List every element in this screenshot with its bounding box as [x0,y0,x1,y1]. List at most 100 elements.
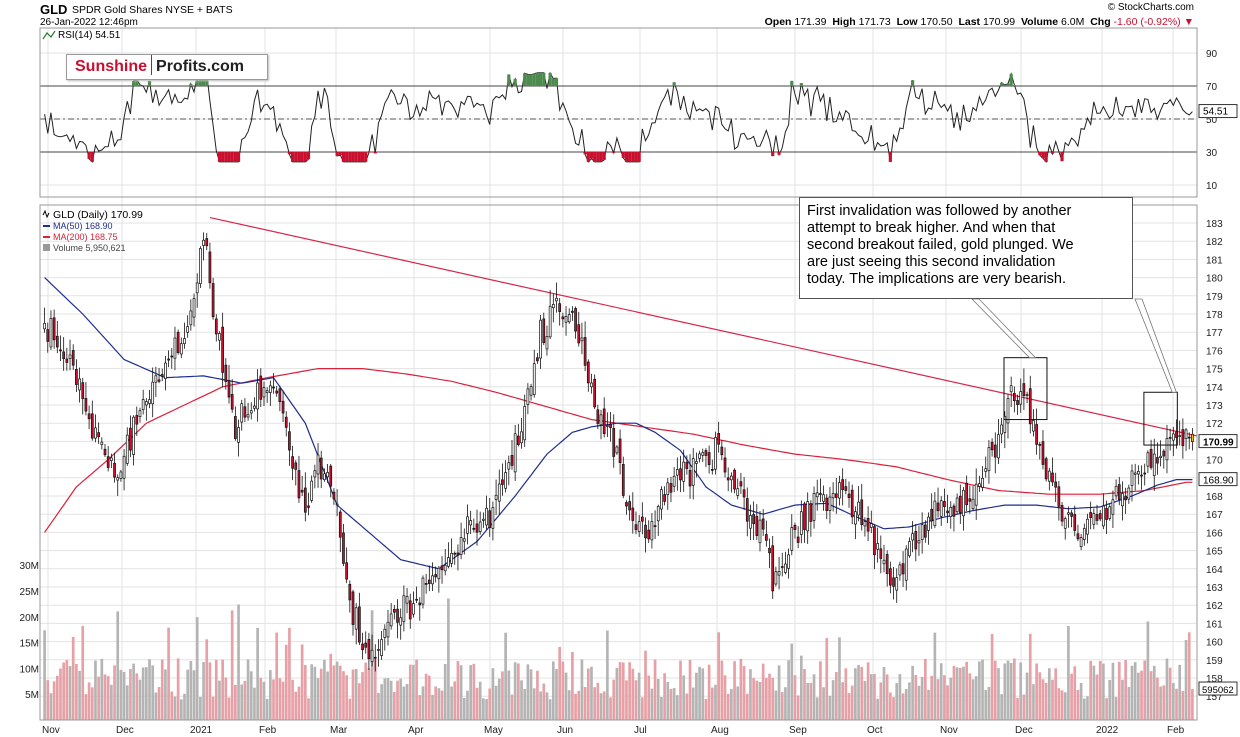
candle-body [462,538,466,542]
volume-bar [733,661,736,720]
volume-bar [542,683,546,720]
candle-body [1159,455,1162,458]
volume-bar [55,675,59,720]
candle-body [647,529,651,540]
candle-body [249,410,253,414]
candle-body [415,598,418,601]
volume-bar [351,669,355,720]
candle-body [831,493,835,499]
volume-bar [990,633,994,720]
candle-body [160,374,164,377]
rsi-oversold-fill [338,152,342,156]
candle-body [936,502,940,512]
volume-bar [1038,672,1042,720]
volume-bar [545,692,549,720]
volume-bar [399,678,403,720]
candle-body [987,447,991,472]
candle-body [930,508,934,522]
rsi-overbought-fill [507,74,511,86]
candle-body [275,390,279,394]
volume-bar [329,653,333,720]
candle-body [803,503,806,531]
candle-body [854,511,857,525]
volume-bar [1162,685,1166,720]
candle-body [396,608,399,623]
rsi-oversold-fill [287,152,292,155]
candle-body [593,378,597,408]
candle-body [834,493,838,498]
candle-body [1057,486,1061,507]
volume-bar [1009,662,1013,720]
volume-bar [774,690,778,720]
candle-body [1028,388,1032,425]
volume-bar [704,698,708,720]
rsi-oversold-fill [303,152,307,162]
volume-bar [844,668,848,720]
volume-bar [1057,688,1061,720]
highlight-box [1143,391,1178,446]
candle-body [154,375,158,383]
candle-body [377,649,380,651]
volume-bar [383,678,387,720]
candle-body [1181,429,1185,447]
volume-bar [160,659,164,720]
rsi-oversold-fill [624,152,629,162]
candle-body [596,409,600,424]
candle-body [796,536,800,543]
rsi-oversold-fill [297,152,301,162]
x-axis-label: Dec [116,725,134,736]
volume-bar [904,689,908,720]
candle-body [450,552,453,564]
volume-bar [1152,665,1156,720]
candle-body [682,461,686,482]
volume-bar [815,697,819,720]
candle-body [993,444,997,458]
candle-body [707,452,711,465]
candle-body [920,524,924,541]
logo-profits: Profits.com [156,58,245,75]
candle-body [914,531,918,550]
candle-body [437,567,441,580]
volume-bar [529,669,533,720]
rsi-oversold-fill [364,152,368,162]
volume-bar [796,695,800,720]
candle-body [1054,481,1058,488]
volume-bar [186,669,190,720]
candle-body [612,428,616,457]
volume-bar [469,665,472,720]
volume-bar [968,673,972,720]
volume-bar [393,691,396,720]
volume-bar [129,669,132,720]
volume-bar [952,665,956,720]
volume-bar [46,680,50,720]
volume-bar [834,671,838,720]
candle-body [917,540,921,544]
volume-bar [303,665,307,720]
rsi-oversold-fill [367,152,371,153]
logo-divider [151,55,153,76]
candle-body [997,434,1000,459]
candle-body [240,403,244,423]
candle-body [313,470,317,478]
volume-bar [421,686,425,720]
candle-body [211,283,215,318]
copyright: © StockCharts.com [1107,2,1194,13]
volume-bar [571,651,574,720]
candle-body [742,489,746,498]
candle-body [516,435,520,446]
ma50-line [44,277,1193,570]
volume-bar [841,682,844,720]
candle-body [1019,391,1023,405]
volume-bar [730,688,733,720]
candle-body [338,511,342,538]
rsi-oversold-fill [373,152,377,154]
candle-body [1184,429,1188,439]
highlight-box [1003,357,1048,421]
candle-body [844,486,848,491]
quote-bar: Open 171.39 High 171.73 Low 170.50 Last … [765,16,1194,28]
volume-bar [288,627,291,720]
candle-body [421,577,425,605]
volume-bar [300,644,304,720]
candle-body [84,398,88,412]
volume-bar [1181,691,1185,720]
